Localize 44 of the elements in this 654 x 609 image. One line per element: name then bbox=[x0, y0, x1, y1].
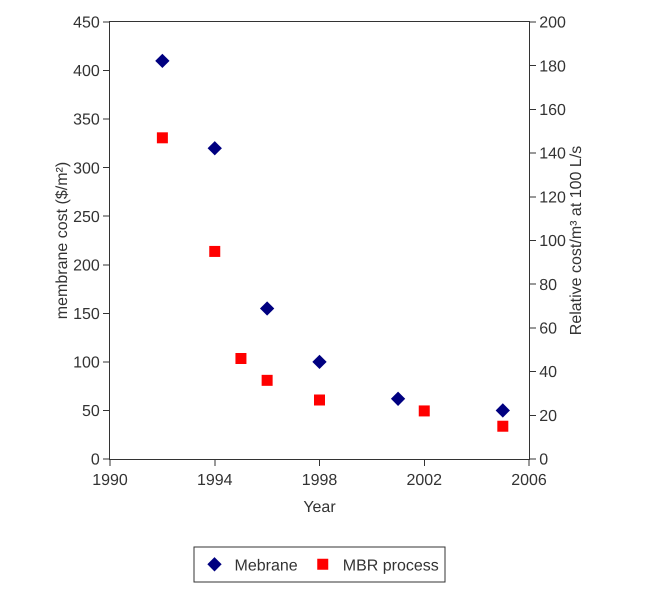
y2-tick-label: 60 bbox=[539, 320, 558, 338]
x-tick-label: 2006 bbox=[511, 472, 547, 490]
y-tick-label: 150 bbox=[73, 306, 100, 323]
y-tick-label: 50 bbox=[82, 403, 100, 420]
point bbox=[312, 354, 327, 370]
point bbox=[156, 132, 168, 144]
point bbox=[155, 54, 170, 68]
x-tick-label: 2002 bbox=[406, 472, 442, 490]
y-tick-label: 250 bbox=[73, 208, 100, 226]
point bbox=[497, 420, 508, 432]
point bbox=[235, 352, 246, 364]
y2-tick-label: 80 bbox=[539, 276, 558, 294]
legend-label: MBR process bbox=[342, 558, 439, 575]
point bbox=[208, 141, 222, 156]
point bbox=[209, 246, 220, 257]
y-tick-label: 200 bbox=[73, 257, 100, 274]
point bbox=[262, 374, 273, 386]
y2-tick-label: 40 bbox=[539, 364, 558, 382]
point bbox=[260, 301, 274, 316]
point bbox=[390, 392, 406, 406]
y-tick-label: 300 bbox=[73, 160, 100, 178]
x-tick-label: 1990 bbox=[92, 472, 128, 490]
point bbox=[314, 394, 325, 406]
y-tick-label: 100 bbox=[73, 354, 100, 372]
y-axis-title: membrane cost ($/m²) bbox=[54, 162, 72, 320]
y2-tick-label: 200 bbox=[539, 14, 566, 32]
y2-tick-label: 140 bbox=[539, 146, 566, 163]
point bbox=[418, 405, 430, 416]
y2-tick-label: 160 bbox=[539, 102, 566, 119]
y2-tick-label: 120 bbox=[539, 189, 566, 206]
y2-tick-label: 100 bbox=[539, 233, 566, 250]
y-tick-label: 400 bbox=[73, 63, 100, 80]
y2-tick-label: 180 bbox=[539, 58, 566, 76]
y2-axis-title: Relative cost/m³ at 100 L/s bbox=[568, 146, 585, 336]
y2-tick-label: 0 bbox=[539, 452, 548, 469]
y2-tick-label: 20 bbox=[539, 408, 558, 425]
x-tick-label: 1994 bbox=[196, 472, 233, 490]
y-tick-label: 0 bbox=[90, 452, 100, 469]
x-tick-label: 1998 bbox=[302, 472, 338, 490]
point bbox=[496, 403, 510, 418]
y-tick-label: 450 bbox=[73, 14, 100, 32]
y-tick-label: 350 bbox=[73, 112, 100, 129]
x-axis-title: Year bbox=[303, 498, 336, 516]
legend-label: Mebrane bbox=[234, 558, 298, 575]
